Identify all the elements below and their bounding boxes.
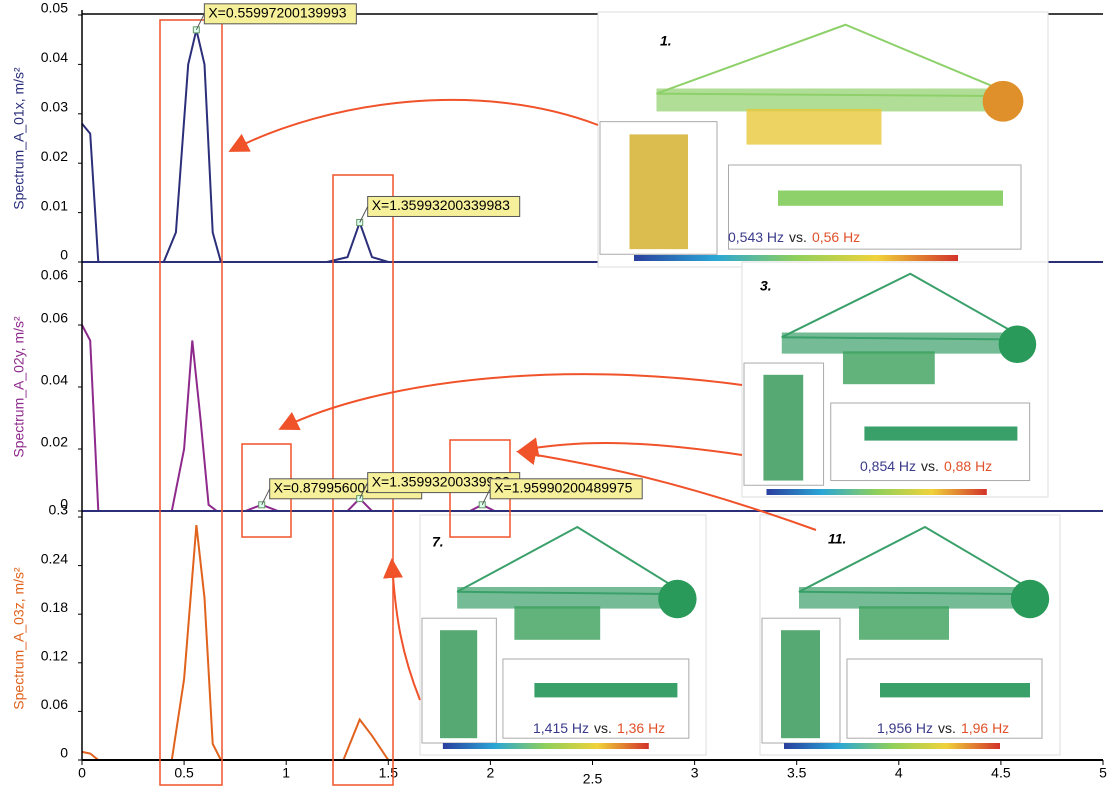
y-tick-label: 0.24 [41,550,68,566]
vs: vs. [789,229,807,245]
vs: vs. [921,458,939,474]
x-tick-label: 5 [1099,765,1107,781]
y-tick-label: 0.12 [41,648,68,664]
y-tick-label: 0.04 [41,372,68,388]
y-tick-label: 0.04 [41,49,68,65]
plan-model [864,427,1017,441]
figure: 0 0.01 0.02 0.03 0.04 0.05 Spectrum_A_01x, m/s… [0,0,1108,788]
inset: 3. 0,854 Hz vs. 0,88 Hz [742,262,1048,497]
measured-frequency: 0,56 Hz [812,229,860,245]
wheel [999,325,1037,363]
mode-number: 11. [828,531,846,547]
base [747,109,882,145]
x-tick-label: 1.5 [379,765,399,781]
plan-model [778,191,1003,206]
highlight-box [160,20,222,785]
y-tick-label: 0.03 [41,99,68,115]
x-tick-label: 0 [78,765,86,781]
y-axis-label: Spectrum_A_01x, m/s² [11,67,27,210]
callout-text: X=0.55997200139993 [208,5,346,21]
x-tick-label: 0.5 [174,765,194,781]
arrow [522,443,742,455]
frequency-comparison: 0,854 Hz vs. 0,88 Hz [860,458,992,474]
frequency-comparison: 1,415 Hz vs. 1,36 Hz [533,720,665,736]
x-tick-label: 3.5 [787,765,807,781]
base [843,351,935,384]
y-tick-label: 0.3 [49,502,69,518]
y-tick-label: 0 [60,247,68,263]
y-axis-label: Spectrum_A_03z, m/s² [11,567,27,710]
x-tick-label: 3 [691,765,699,781]
mode-number: 1. [660,33,672,49]
model-frequency: 0,854 Hz [860,458,916,474]
wheel [658,580,696,618]
arrow [392,562,420,700]
plan-model [534,683,677,697]
model-frequency: 0,543 Hz [728,229,784,245]
tower [763,375,803,481]
measured-frequency: 0,88 Hz [944,458,992,474]
y-tick-label: 0.02 [41,148,68,164]
y-tick-label: 0 [60,745,68,761]
y-tick-label: 0.06 [41,266,68,282]
base [859,606,949,640]
y-tick-label: 0.01 [41,197,68,213]
boom-body [782,333,1012,354]
inset: 11. 1,956 Hz vs. 1,96 Hz [760,515,1060,755]
wheel [983,81,1024,122]
callout-text: X=1.35993200339983 [372,197,510,213]
tower [781,630,820,738]
y-tick-label: 0.02 [41,434,68,450]
arrow [232,100,598,150]
vs: vs. [938,720,956,736]
inset: 1. 0,543 Hz vs. 0,56 Hz [598,12,1048,267]
y-tick-label: 0.06 [41,310,68,326]
measured-frequency: 1,96 Hz [961,720,1009,736]
y-tick-label: 0.05 [41,0,68,16]
inset: 7. 1,415 Hz vs. 1,36 Hz [420,515,706,755]
y-axis-label: Spectrum_A_02y, m/s² [11,316,27,458]
boom-body [657,89,995,112]
model-frequency: 1,415 Hz [533,720,589,736]
y-tick-label: 0.18 [41,599,68,615]
frequency-comparison: 1,956 Hz vs. 1,96 Hz [877,720,1009,736]
measured-frequency: 1,36 Hz [617,720,665,736]
wheel [1011,580,1049,618]
colorbar [634,255,958,261]
y-tick-label: 0.06 [41,696,68,712]
x-tick-label: 4.5 [991,765,1011,781]
colorbar [443,743,649,749]
x-tick-label: 2.5 [583,771,603,787]
tower [630,134,689,249]
model-frequency: 1,956 Hz [877,720,933,736]
boom-body [457,587,672,609]
callout-text: X=1.95990200489975 [494,480,632,496]
arrow [282,374,742,428]
colorbar [766,489,986,495]
colorbar [784,743,1000,749]
mode-number: 3. [760,278,772,294]
frequency-comparison: 0,543 Hz vs. 0,56 Hz [728,229,860,245]
callout-leader [360,206,368,222]
callout-leader [262,489,270,505]
tower [440,630,477,738]
vs: vs. [594,720,612,736]
base [514,606,600,640]
boom-body [799,587,1024,609]
callout-text: X=1.35993200339983 [372,473,510,489]
x-tick-label: 1 [282,765,290,781]
x-tick-label: 4 [895,765,903,781]
callout-leader [196,14,204,30]
mode-number: 7. [432,534,444,550]
x-tick-label: 2 [487,765,495,781]
plan-model [880,683,1030,697]
